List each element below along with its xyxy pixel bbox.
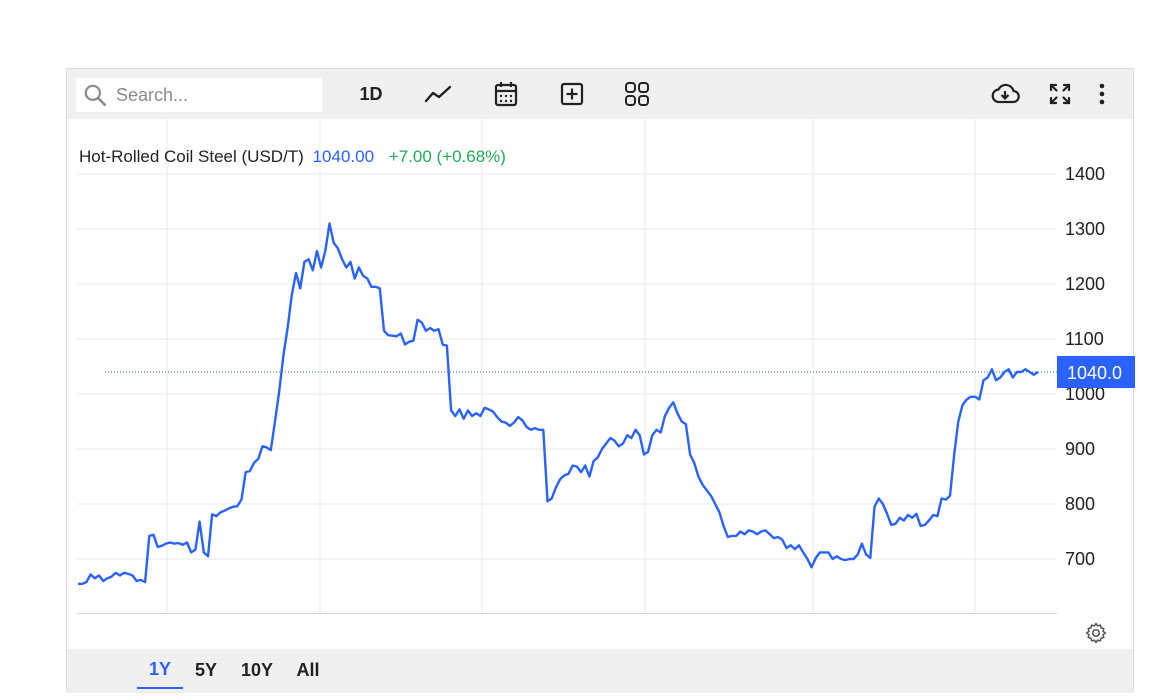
fullscreen-button[interactable] bbox=[1043, 79, 1077, 109]
search-input[interactable] bbox=[114, 83, 318, 107]
interval-button[interactable]: 1D bbox=[359, 83, 383, 104]
calendar-icon bbox=[494, 82, 518, 107]
y-tick-label: 1100 bbox=[1065, 329, 1104, 349]
range-5y-button[interactable]: 5Y bbox=[194, 659, 218, 680]
price-series-line bbox=[78, 222, 1039, 585]
fullscreen-icon bbox=[1049, 83, 1071, 105]
y-tick-label: 700 bbox=[1065, 549, 1095, 569]
range-10y-button[interactable]: 10Y bbox=[240, 659, 274, 680]
range-all-button[interactable]: All bbox=[296, 659, 320, 680]
line-chart-icon bbox=[424, 85, 452, 103]
price-change: +7.00 (+0.68%) bbox=[388, 147, 506, 166]
y-tick-label: 1400 bbox=[1065, 164, 1105, 184]
search-box[interactable] bbox=[75, 77, 323, 113]
last-price-tag-label: 1040.0 bbox=[1067, 363, 1122, 383]
range-bar bbox=[67, 649, 1133, 693]
settings-gear-icon[interactable] bbox=[1084, 621, 1108, 645]
chart-type-button[interactable] bbox=[421, 79, 455, 109]
more-options-button[interactable] bbox=[1091, 79, 1113, 109]
add-box-icon bbox=[560, 82, 584, 106]
y-tick-label: 1000 bbox=[1065, 384, 1105, 404]
compare-button[interactable] bbox=[555, 79, 589, 109]
cloud-download-icon bbox=[991, 83, 1020, 104]
toolbar: 1D bbox=[67, 69, 1133, 119]
y-tick-label: 1300 bbox=[1065, 219, 1105, 239]
indicators-button[interactable] bbox=[620, 79, 654, 109]
y-axis: 700 800 900 1000 1100 1200 1300 1400 1040.0 bbox=[1057, 164, 1135, 569]
chart-widget: 1D bbox=[66, 68, 1135, 693]
last-price-tag bbox=[1057, 356, 1135, 388]
more-vertical-icon bbox=[1099, 83, 1105, 105]
chart-plot-area[interactable]: JanMarMayJulSepNov bbox=[67, 119, 1057, 614]
last-price: 1040.00 bbox=[312, 147, 375, 166]
instrument-name: Hot-Rolled Coil Steel (USD/T) bbox=[79, 147, 304, 166]
y-tick-label: 800 bbox=[1065, 494, 1095, 514]
y-tick-label: 900 bbox=[1065, 439, 1095, 459]
y-tick-label: 1200 bbox=[1065, 274, 1105, 294]
date-range-button[interactable] bbox=[489, 79, 523, 109]
search-icon bbox=[84, 84, 107, 107]
grid-icon bbox=[625, 82, 649, 106]
download-button[interactable] bbox=[987, 79, 1023, 109]
range-1y-button[interactable]: 1Y bbox=[137, 651, 183, 689]
chart-legend: Hot-Rolled Coil Steel (USD/T) 1040.00 +7… bbox=[79, 147, 506, 167]
